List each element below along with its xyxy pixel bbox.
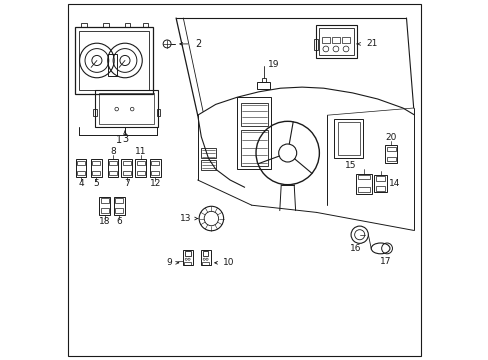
- Bar: [257, 82, 270, 89]
- Bar: [81, 23, 87, 27]
- Bar: [386, 157, 395, 161]
- Bar: [313, 39, 318, 50]
- Bar: [201, 148, 215, 158]
- Text: 3: 3: [122, 134, 128, 144]
- Text: 5: 5: [93, 180, 99, 189]
- Bar: [124, 23, 130, 27]
- Bar: [122, 171, 130, 175]
- Bar: [76, 159, 86, 177]
- Text: 16: 16: [349, 244, 361, 253]
- Bar: [337, 122, 359, 155]
- Text: 10: 10: [223, 258, 234, 267]
- Bar: [182, 250, 192, 265]
- Bar: [137, 161, 144, 165]
- Bar: [99, 93, 154, 124]
- Bar: [151, 161, 159, 165]
- Bar: [237, 97, 271, 169]
- Bar: [201, 160, 215, 170]
- Bar: [115, 208, 123, 213]
- Bar: [137, 171, 144, 175]
- Bar: [77, 171, 85, 175]
- Bar: [101, 198, 108, 203]
- Bar: [79, 31, 149, 90]
- Bar: [357, 175, 369, 180]
- Text: 2: 2: [195, 39, 201, 49]
- Bar: [331, 37, 339, 43]
- Bar: [122, 161, 130, 165]
- Bar: [75, 27, 152, 94]
- Bar: [200, 250, 210, 265]
- Bar: [92, 161, 100, 165]
- Bar: [99, 197, 110, 215]
- Text: 9: 9: [166, 258, 171, 267]
- Text: 4: 4: [78, 180, 84, 189]
- Text: 21: 21: [366, 40, 377, 49]
- Bar: [149, 159, 160, 177]
- Bar: [114, 197, 124, 215]
- Bar: [92, 109, 97, 116]
- Text: 7: 7: [123, 180, 129, 189]
- Text: 1: 1: [116, 135, 122, 145]
- Bar: [202, 262, 209, 265]
- Bar: [91, 159, 102, 177]
- Bar: [151, 171, 159, 175]
- Bar: [183, 262, 191, 265]
- Bar: [334, 119, 363, 158]
- Text: 15: 15: [344, 161, 355, 170]
- Bar: [77, 161, 85, 165]
- Text: 11: 11: [135, 147, 146, 156]
- Text: 12: 12: [149, 180, 161, 189]
- Bar: [142, 23, 148, 27]
- Bar: [101, 208, 108, 213]
- Bar: [135, 159, 146, 177]
- Bar: [156, 109, 160, 116]
- Bar: [374, 175, 386, 192]
- Bar: [184, 251, 190, 256]
- Bar: [203, 251, 208, 256]
- Bar: [375, 186, 385, 191]
- Bar: [321, 37, 329, 43]
- Bar: [385, 145, 397, 163]
- Bar: [357, 188, 369, 192]
- Bar: [241, 103, 267, 126]
- Text: 18: 18: [99, 217, 110, 226]
- Bar: [386, 147, 395, 151]
- Bar: [121, 159, 132, 177]
- Bar: [95, 90, 158, 127]
- Bar: [375, 176, 385, 181]
- Bar: [109, 171, 117, 175]
- Text: 8: 8: [110, 147, 116, 156]
- Text: 20: 20: [385, 133, 396, 142]
- Bar: [92, 171, 100, 175]
- Text: 19: 19: [268, 60, 279, 69]
- Text: 6: 6: [116, 217, 122, 226]
- Bar: [115, 198, 123, 203]
- Bar: [316, 25, 356, 58]
- Bar: [356, 174, 371, 194]
- Bar: [319, 28, 353, 55]
- Bar: [109, 161, 117, 165]
- Bar: [262, 78, 265, 82]
- Bar: [103, 23, 108, 27]
- Text: 14: 14: [387, 179, 399, 188]
- Bar: [107, 54, 117, 76]
- Bar: [107, 159, 118, 177]
- Text: 13: 13: [180, 214, 191, 223]
- Bar: [241, 130, 267, 166]
- Bar: [342, 37, 349, 43]
- Text: 17: 17: [380, 256, 391, 266]
